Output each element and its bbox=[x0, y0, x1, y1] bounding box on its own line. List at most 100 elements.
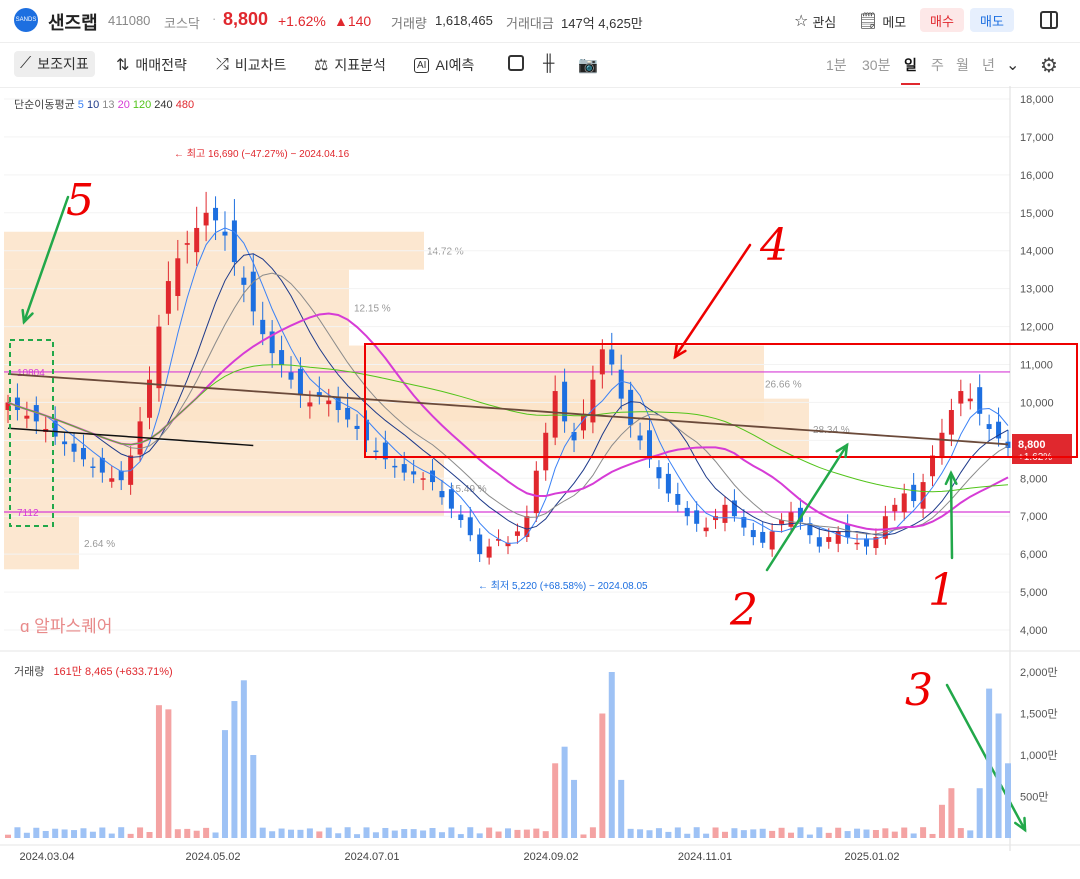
candle-type-button[interactable]: ╫ bbox=[543, 55, 554, 73]
watermark: ɑ 알파스퀘어 bbox=[20, 617, 112, 636]
candle-body-93 bbox=[882, 516, 888, 539]
candle-body-8 bbox=[80, 447, 86, 460]
volume-bar-104 bbox=[986, 688, 993, 838]
strategy-button[interactable]: ⇅ 매매전략 bbox=[116, 55, 187, 75]
candle-body-103 bbox=[977, 387, 983, 414]
volume-profile-label-3: 28.34 % bbox=[813, 425, 850, 436]
annotation-number-1: 4 bbox=[759, 220, 788, 271]
volume-title: 거래량 bbox=[14, 666, 45, 678]
volume-bars bbox=[5, 672, 1011, 838]
y-tick-7: 11,000 bbox=[1020, 360, 1053, 372]
price-chart[interactable]: 14.72 % 12.15 % 26.66 % 28.34 % 15.49 % 2.64 … bbox=[0, 86, 1080, 879]
candle-body-45 bbox=[430, 470, 436, 483]
volume-bar-34 bbox=[325, 827, 332, 838]
candle-body-11 bbox=[109, 478, 115, 482]
candle-body-15 bbox=[147, 379, 153, 418]
candle-body-62 bbox=[590, 379, 596, 423]
buy-button[interactable]: 매수 bbox=[920, 8, 964, 32]
candle-body-66 bbox=[628, 389, 634, 426]
candle-body-35 bbox=[335, 397, 341, 411]
volume-bar-23 bbox=[221, 730, 228, 838]
watch-button[interactable]: ☆ 관심 bbox=[794, 11, 836, 31]
ma-240-line bbox=[7, 373, 1009, 446]
candle-body-22 bbox=[213, 207, 219, 221]
volume-bar-57 bbox=[542, 831, 549, 838]
ai-predict-button[interactable]: AI AI예측 bbox=[414, 55, 474, 75]
volume-legend: 거래량 161만 8,465 (+633.71%) bbox=[14, 663, 173, 679]
timeframe-3[interactable]: 주 bbox=[931, 57, 944, 73]
volume-bar-93 bbox=[882, 828, 889, 838]
volume-bar-61 bbox=[580, 834, 587, 838]
analysis-button[interactable]: ⚖ 지표분석 bbox=[314, 55, 386, 75]
candle-body-96 bbox=[911, 484, 917, 502]
volume-bar-12 bbox=[118, 827, 125, 838]
x-tick-4: 2024.11.01 bbox=[678, 851, 732, 863]
ma-period-240: 240 bbox=[151, 99, 173, 111]
compare-button[interactable]: ⤮ 비교차트 bbox=[216, 55, 286, 75]
candle-body-27 bbox=[260, 319, 266, 335]
timeframe-0[interactable]: 1분 bbox=[826, 57, 847, 73]
arrow-5-head bbox=[21, 308, 34, 325]
candle-body-0 bbox=[5, 402, 11, 411]
candle-body-65 bbox=[618, 369, 624, 399]
screenshot-button[interactable]: 📷 bbox=[578, 55, 598, 75]
indicator-button[interactable]: ⟋ 보조지표 bbox=[14, 51, 95, 77]
candle-body-88 bbox=[835, 531, 841, 544]
annotation-number-2: 3 bbox=[905, 665, 933, 716]
volume-bar-73 bbox=[693, 827, 700, 838]
current-price-tag: 8,800 bbox=[1018, 439, 1046, 451]
volume-bar-103 bbox=[976, 788, 983, 838]
timeframe-4[interactable]: 월 bbox=[956, 57, 969, 73]
timeframe-5[interactable]: 년 bbox=[982, 57, 995, 73]
volume-profile-label-5: 2.64 % bbox=[84, 539, 115, 550]
volume-bar-13 bbox=[127, 833, 134, 838]
timeframe-2[interactable]: 일 bbox=[901, 57, 920, 85]
volume-bar-17 bbox=[165, 709, 172, 838]
volume-bar-48 bbox=[457, 834, 464, 838]
volume-bar-98 bbox=[929, 833, 936, 838]
y-tick-3: 15,000 bbox=[1020, 208, 1054, 220]
volume-bar-72 bbox=[684, 833, 691, 838]
candle-body-23 bbox=[222, 231, 228, 236]
arrow-2-shaft bbox=[765, 443, 849, 572]
ai-predict-label: AI예측 bbox=[435, 57, 475, 73]
volume-bar-70 bbox=[665, 831, 672, 838]
square-tool-button[interactable] bbox=[508, 55, 524, 71]
side-panel-icon[interactable] bbox=[1040, 11, 1058, 29]
sell-button[interactable]: 매도 bbox=[970, 8, 1014, 32]
shuffle-icon: ⤮ bbox=[216, 56, 229, 73]
change-absolute: ▲140 bbox=[334, 13, 372, 29]
arrow-2 bbox=[765, 442, 849, 572]
volume-bar-78 bbox=[740, 830, 747, 838]
candle-body-95 bbox=[901, 493, 907, 513]
arrow-4 bbox=[673, 243, 752, 360]
candle-body-71 bbox=[675, 494, 681, 505]
indicator-icon: ⟋ bbox=[20, 55, 32, 72]
x-tick-3: 2024.09.02 bbox=[523, 851, 578, 863]
analysis-label: 지표분석 bbox=[334, 57, 386, 73]
arrow-4-shaft bbox=[673, 243, 752, 359]
timeframe-1[interactable]: 30분 bbox=[862, 57, 891, 73]
gear-icon[interactable]: ⚙ bbox=[1040, 55, 1058, 77]
candle-body-28 bbox=[269, 331, 275, 354]
arrow-4-head bbox=[673, 343, 687, 360]
chart-toolbar: ⟋ 보조지표 ⇅ 매매전략 ⤮ 비교차트 ⚖ 지표분석 AI AI예측 ╫ 📷 1분 30분… bbox=[0, 42, 1080, 88]
candle-body-29 bbox=[279, 350, 285, 365]
candle-body-83 bbox=[788, 512, 794, 527]
volume-bar-28 bbox=[269, 831, 276, 838]
memo-button[interactable]: 🗒 메모 bbox=[858, 11, 906, 31]
volume-bar-19 bbox=[184, 828, 191, 838]
candle-body-78 bbox=[741, 517, 747, 528]
high-annotation: ← 최고 16,690 (−47.27%) − 2024.04.16 bbox=[174, 148, 350, 160]
volume-bar-51 bbox=[486, 827, 493, 838]
current-price: 8,800 bbox=[223, 9, 269, 29]
volume-bar-37 bbox=[354, 834, 361, 838]
candle-body-99 bbox=[939, 432, 945, 459]
volume-bar-30 bbox=[288, 829, 295, 838]
timeframe-more[interactable]: ⌄ bbox=[1006, 55, 1019, 75]
volume-bar-55 bbox=[523, 829, 530, 838]
arrow-3 bbox=[945, 683, 1027, 833]
volume-bar-31 bbox=[297, 829, 304, 838]
candle-body-5 bbox=[52, 420, 58, 437]
volume-bar-27 bbox=[259, 827, 266, 838]
